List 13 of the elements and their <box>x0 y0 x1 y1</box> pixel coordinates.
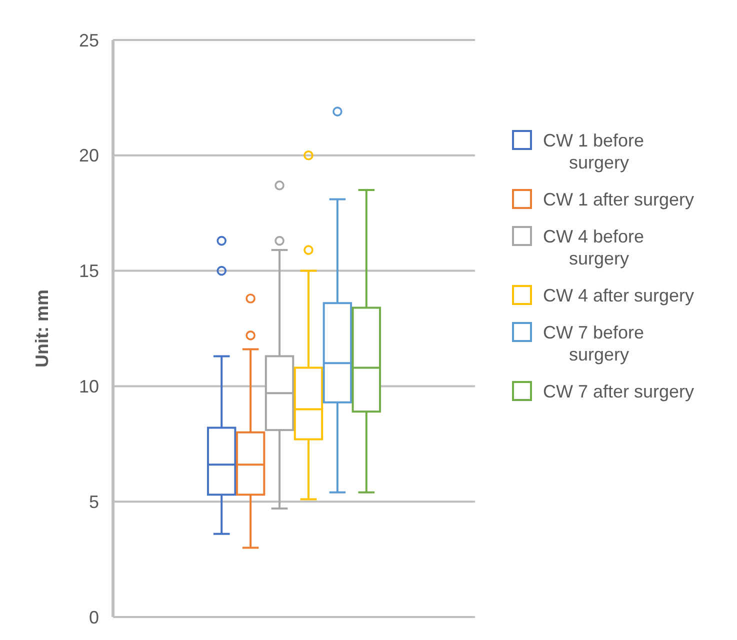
legend-label: CW 7 after surgery <box>543 381 694 402</box>
y-axis-title: Unit: mm <box>32 290 52 368</box>
legend-label: CW 4 after surgery <box>543 285 694 306</box>
y-tick-label: 15 <box>78 261 99 282</box>
y-tick-label: 10 <box>78 376 99 396</box>
y-tick-label: 5 <box>88 492 99 512</box>
legend-label: CW 1 after surgery <box>543 189 694 210</box>
y-tick-label: 20 <box>78 146 99 166</box>
legend-label: CW 4 before surgery <box>543 226 644 268</box>
y-tick-label: 25 <box>78 30 99 50</box>
y-tick-label: 0 <box>88 607 99 628</box>
legend-label: CW 1 before surgery <box>543 130 644 172</box>
legend-label: CW 7 before surgery <box>543 322 644 364</box>
